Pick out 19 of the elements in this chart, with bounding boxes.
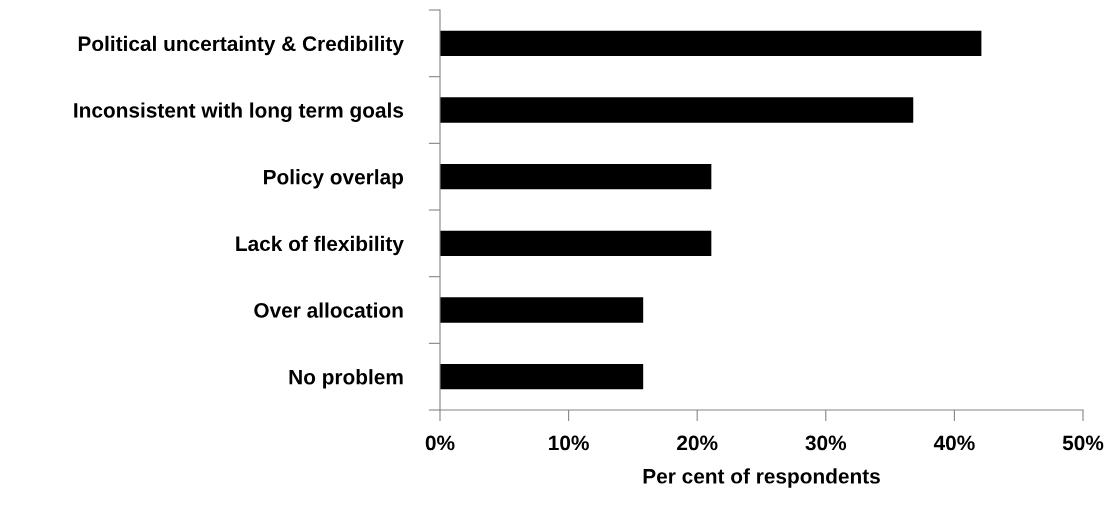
bar: [440, 30, 982, 56]
y-tick-label: Lack of flexibility: [236, 235, 404, 256]
x-axis-title: Per cent of respondents: [643, 468, 880, 488]
x-tick-label: 30%: [805, 435, 847, 451]
bar: [440, 230, 712, 256]
bar: [440, 364, 644, 390]
x-tick-label: 20%: [677, 435, 718, 451]
y-tick-label: Over allocation: [254, 302, 403, 318]
x-tick-label: 40%: [933, 435, 975, 451]
y-tick-label: No problem: [289, 369, 403, 389]
y-tick-label: Policy overlap: [264, 169, 404, 189]
bar: [440, 164, 712, 190]
bar: [440, 297, 644, 323]
y-tick-label: Inconsistent with long term goals: [74, 102, 404, 122]
bar: [440, 97, 914, 123]
x-tick-label: 10%: [549, 435, 589, 451]
x-tick-label: 50%: [1062, 435, 1104, 451]
x-tick-label: 0%: [425, 435, 455, 451]
y-tick-label: Political uncertainty & Credibility: [78, 35, 404, 56]
